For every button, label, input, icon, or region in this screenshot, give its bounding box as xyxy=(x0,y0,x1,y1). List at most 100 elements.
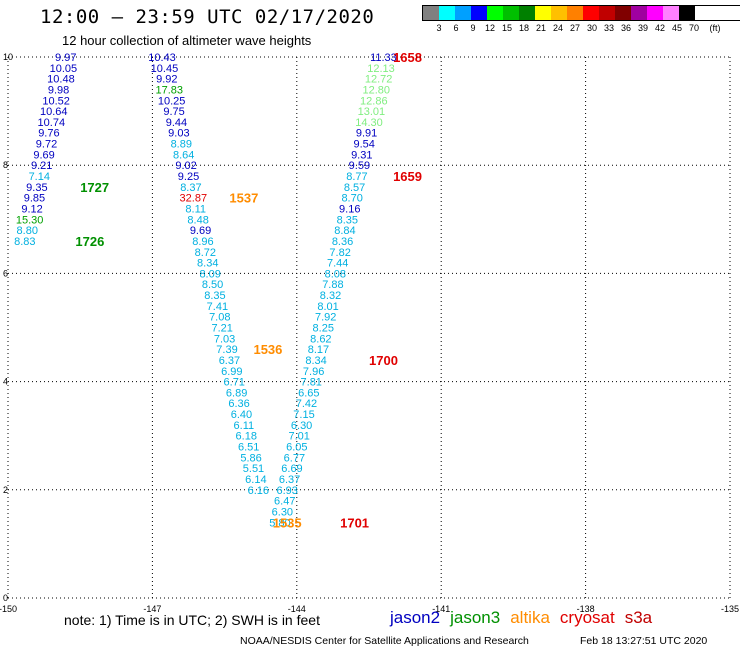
data-point-label: 9.72 xyxy=(36,139,57,151)
x-tick-label: -135 xyxy=(721,604,739,614)
scale-label: 45 xyxy=(671,23,683,33)
data-point-label: 8.84 xyxy=(334,225,355,237)
data-point-label: 10.43 xyxy=(148,52,176,64)
data-point-label: 6.30 xyxy=(291,420,312,432)
y-tick-label: 6 xyxy=(3,268,8,278)
data-point-label: 9.21 xyxy=(31,160,52,172)
scale-swatch xyxy=(551,6,567,20)
data-point-label: 8.34 xyxy=(305,355,326,367)
data-point-label: 6.40 xyxy=(231,409,252,421)
time-label: 1700 xyxy=(369,353,398,368)
data-point-label: 32.87 xyxy=(180,193,208,205)
data-point-label: 6.37 xyxy=(219,355,240,367)
data-point-label: 10.48 xyxy=(47,74,75,86)
generated-timestamp: Feb 18 13:27:51 UTC 2020 xyxy=(580,635,708,647)
scale-swatch xyxy=(679,6,695,20)
data-point-label: 10.45 xyxy=(151,63,179,75)
data-point-label: 5.86 xyxy=(240,452,261,464)
data-point-label: 7.08 xyxy=(209,312,230,324)
data-point-label: 9.54 xyxy=(353,139,374,151)
data-point-label: 6.93 xyxy=(276,485,297,497)
data-point-label: 7.42 xyxy=(296,398,317,410)
satellite-altika: altika xyxy=(510,608,550,627)
scale-swatch xyxy=(599,6,615,20)
data-point-label: 6.89 xyxy=(226,387,247,399)
x-tick-label: -138 xyxy=(577,604,595,614)
x-tick-label: -147 xyxy=(143,604,161,614)
data-point-label: 15.30 xyxy=(16,214,44,226)
chart-subtitle: 12 hour collection of altimeter wave hei… xyxy=(62,33,312,48)
data-point-label: 8.17 xyxy=(308,344,329,356)
data-point-label: 8.77 xyxy=(346,171,367,183)
data-point-label: 12.72 xyxy=(365,74,393,86)
data-point-label: 9.85 xyxy=(24,193,45,205)
scale-label: 9 xyxy=(470,23,476,33)
scale-swatch xyxy=(631,6,647,20)
data-point-label: 7.41 xyxy=(207,301,228,313)
satellite-jason2: jason2 xyxy=(390,608,441,627)
data-point-label: 8.70 xyxy=(341,193,362,205)
color-scale-legend: 3 6 9 12 15 18 21 24 27 30 33 36 39 42 45 70 (ft) xyxy=(422,5,740,35)
data-point-label: 9.98 xyxy=(48,84,69,96)
y-tick-label: 4 xyxy=(3,377,8,387)
data-point-label: 8.57 xyxy=(344,182,365,194)
y-tick-label: 0 xyxy=(3,593,8,603)
data-point-label: 6.16 xyxy=(248,485,269,497)
data-point-label: 10.64 xyxy=(40,106,68,118)
data-point-label: 9.69 xyxy=(190,225,211,237)
scale-label: 15 xyxy=(501,23,513,33)
data-point-label: 9.25 xyxy=(178,171,199,183)
data-point-label: 7.03 xyxy=(214,333,235,345)
time-label: 1535 xyxy=(273,515,302,530)
data-point-label: 6.05 xyxy=(286,442,307,454)
scale-swatch xyxy=(647,6,663,20)
color-scale-swatches xyxy=(422,5,740,21)
time-label: 1536 xyxy=(253,342,282,357)
scale-label: 42 xyxy=(654,23,666,33)
data-point-label: 12.86 xyxy=(360,95,388,107)
x-tick-label: -150 xyxy=(0,604,17,614)
scale-swatch xyxy=(663,6,679,20)
data-point-label: 10.25 xyxy=(158,95,186,107)
data-point-label: 5.80 xyxy=(269,517,290,529)
data-point-label: 7.44 xyxy=(327,258,348,270)
satellite-cryosat: cryosat xyxy=(559,608,615,627)
scale-label: 30 xyxy=(586,23,598,33)
data-point-label: 9.02 xyxy=(175,160,196,172)
data-point-label: 8.72 xyxy=(195,247,216,259)
satellite-s3a: s3a xyxy=(624,608,653,627)
scale-swatch xyxy=(583,6,599,20)
x-tick-label: -141 xyxy=(432,604,450,614)
data-point-label: 9.44 xyxy=(166,117,187,129)
data-point-label: 7.96 xyxy=(303,366,324,378)
data-point-label: 8.35 xyxy=(204,290,225,302)
data-point-label: 6.69 xyxy=(281,463,302,475)
data-point-label: 7.81 xyxy=(301,377,322,389)
data-point-label: 9.69 xyxy=(33,149,54,161)
data-point-label: 13.01 xyxy=(358,106,386,118)
chart-title: 12:00 – 23:59 UTC 02/17/2020 xyxy=(40,6,375,28)
scale-label: 12 xyxy=(484,23,496,33)
data-point-label: 8.64 xyxy=(173,149,194,161)
scale-label: 18 xyxy=(518,23,530,33)
scale-swatch xyxy=(455,6,471,20)
y-tick-label: 8 xyxy=(3,160,8,170)
x-tick-label: -144 xyxy=(288,604,306,614)
data-point-label: 11.33 xyxy=(370,52,397,64)
footnote: note: 1) Time is in UTC; 2) SWH is in fe… xyxy=(64,612,320,628)
data-point-label: 7.88 xyxy=(322,279,343,291)
data-point-label: 14.30 xyxy=(355,117,383,129)
scale-swatch xyxy=(423,6,439,20)
data-point-label: 8.25 xyxy=(313,323,334,335)
time-label: 1537 xyxy=(229,191,258,206)
scale-swatch xyxy=(471,6,487,20)
data-point-label: 8.36 xyxy=(332,236,353,248)
data-point-label: 12.13 xyxy=(367,63,395,75)
satellite-jason3: jason3 xyxy=(450,608,501,627)
data-point-label: 6.14 xyxy=(245,474,266,486)
data-point-label: 12.80 xyxy=(362,84,390,96)
data-point-label: 6.47 xyxy=(274,496,295,508)
data-point-label: 9.91 xyxy=(356,128,377,140)
data-point-label: 8.80 xyxy=(17,225,38,237)
scale-swatch xyxy=(487,6,503,20)
